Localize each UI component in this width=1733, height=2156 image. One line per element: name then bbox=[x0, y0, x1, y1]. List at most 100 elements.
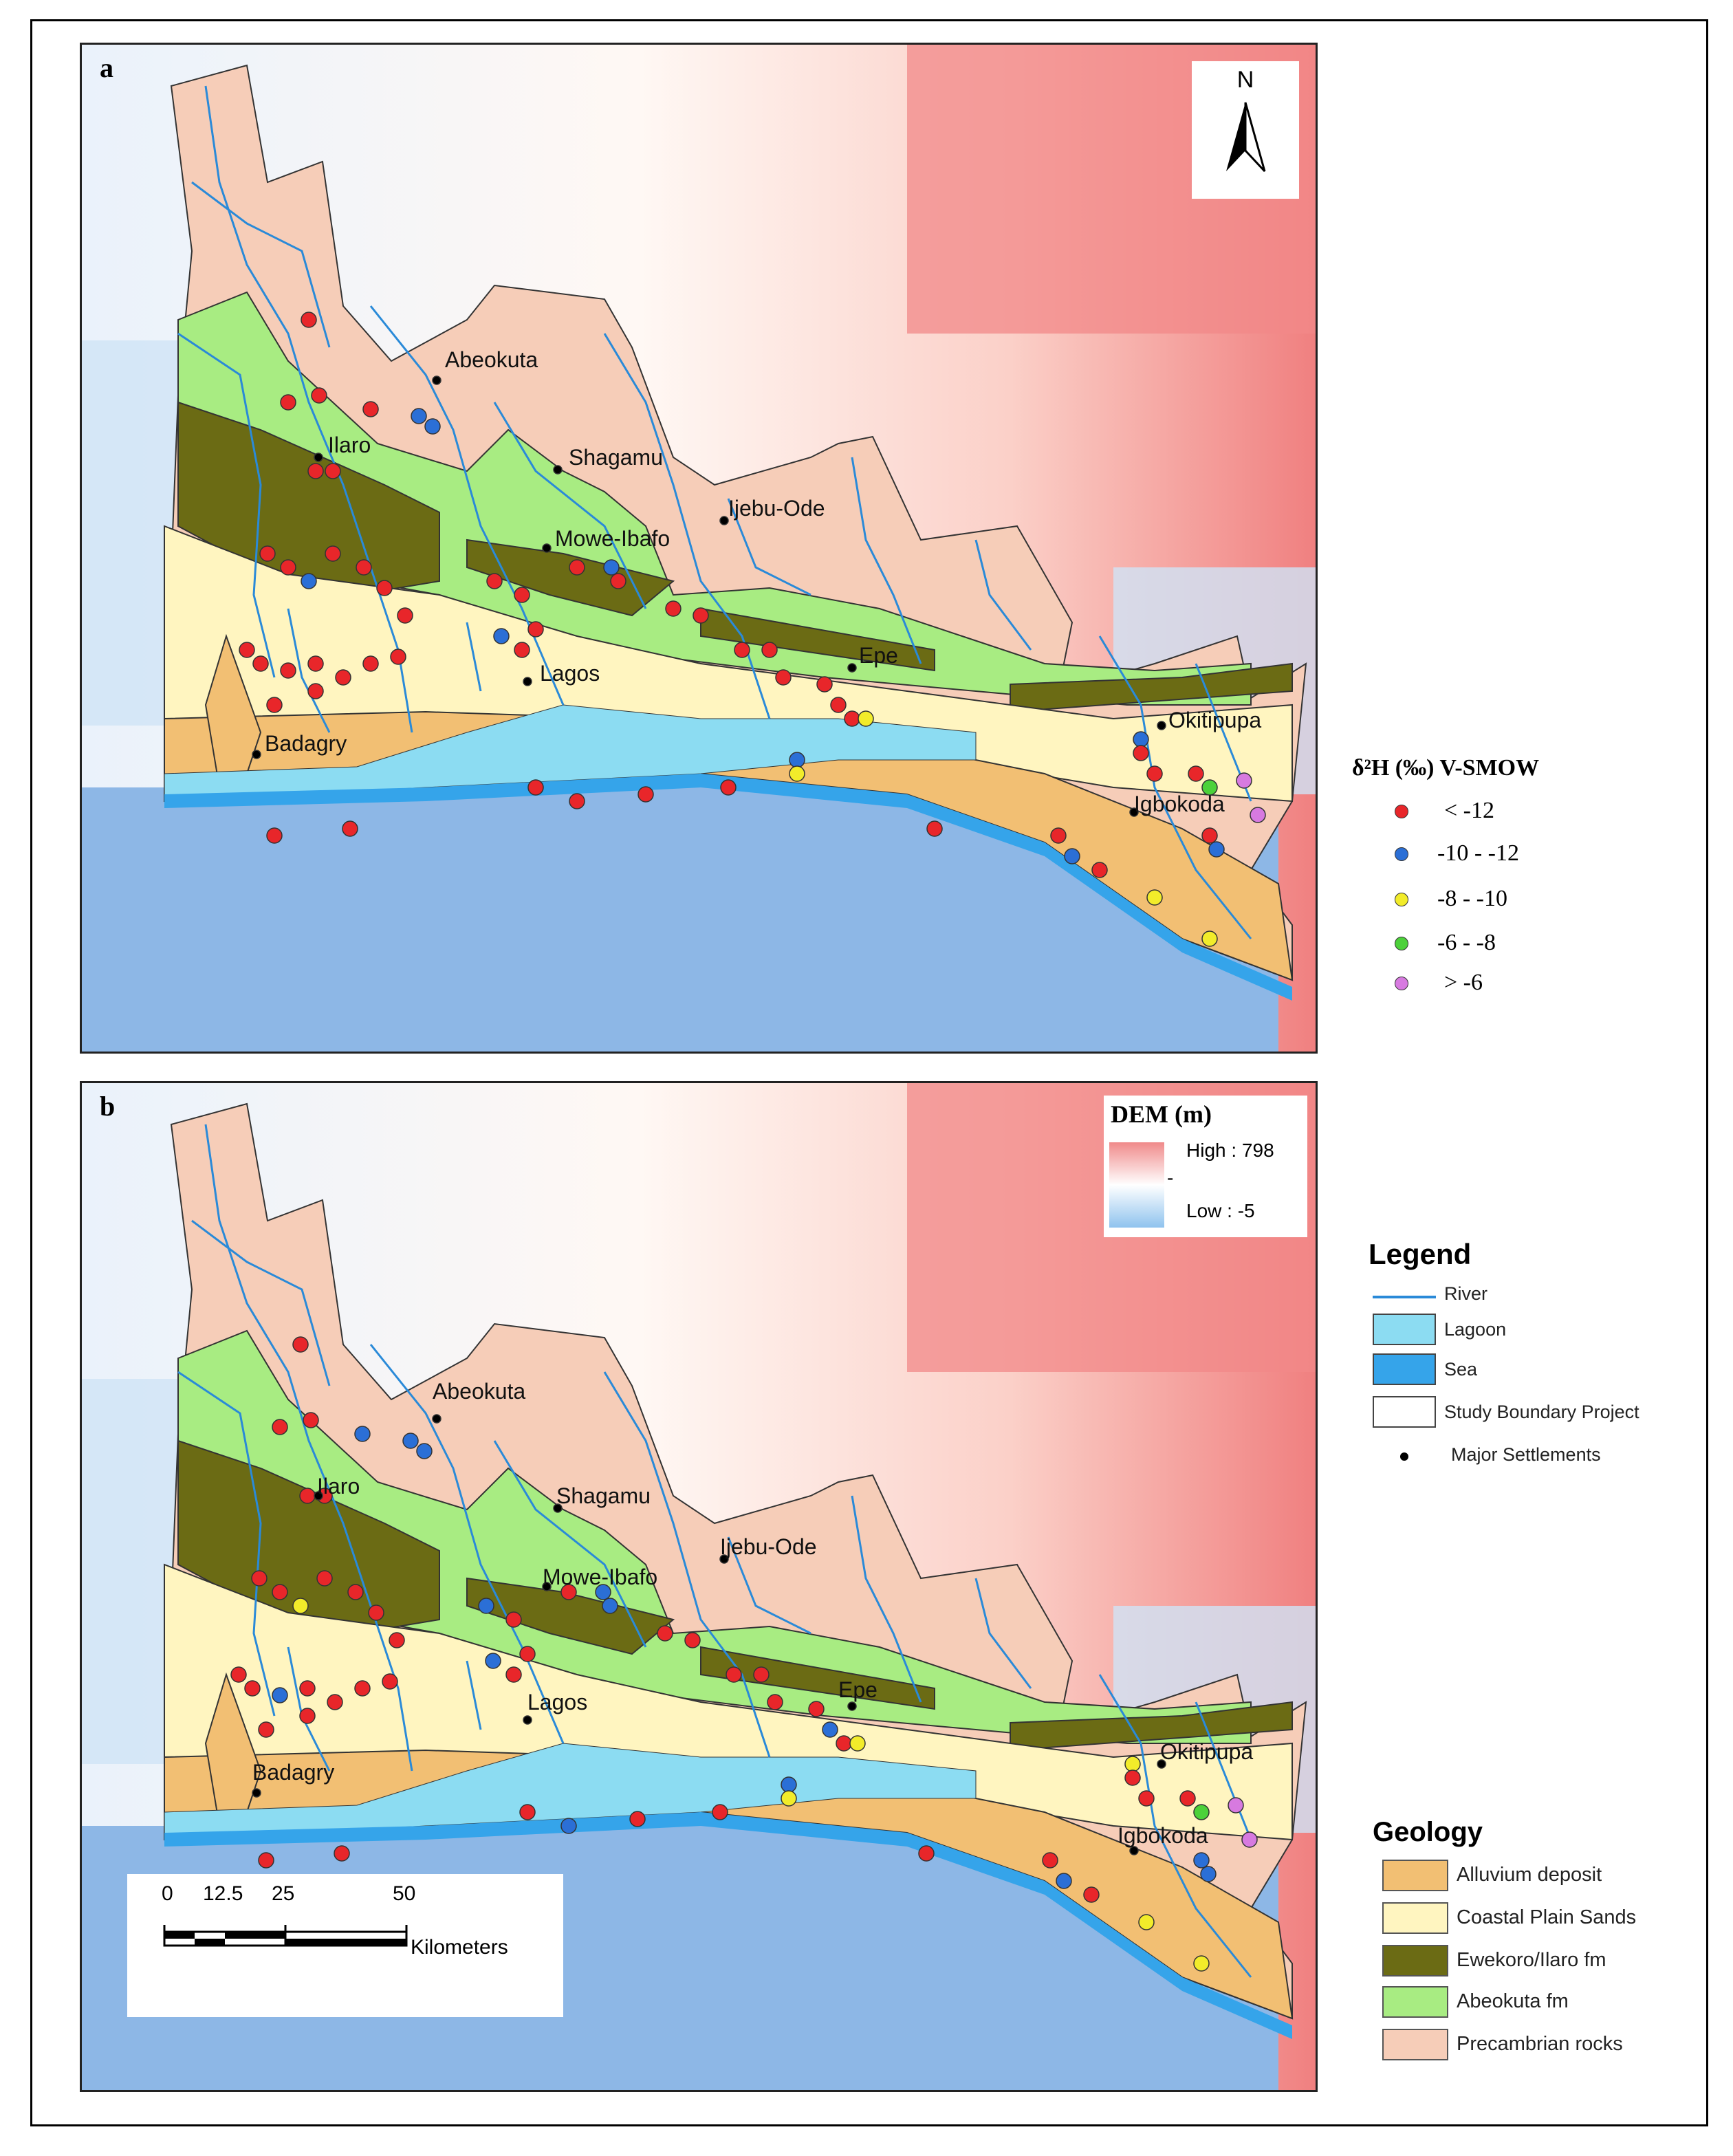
sample-point bbox=[858, 710, 874, 727]
sample-point bbox=[753, 1666, 770, 1683]
settlement-marker bbox=[719, 516, 729, 525]
legend-dot-purple bbox=[1395, 977, 1408, 990]
town-label-abeokuta: Abeokuta bbox=[433, 1379, 526, 1404]
sample-point bbox=[560, 1818, 577, 1834]
sample-point bbox=[849, 1735, 866, 1752]
sample-point bbox=[280, 394, 296, 411]
town-label-okitipupa: Okitipupa bbox=[1160, 1739, 1254, 1764]
settlement-markers-a bbox=[252, 375, 1166, 817]
settlement-marker bbox=[1129, 807, 1139, 817]
isotope-class-2: -10 - -12 bbox=[1437, 840, 1519, 866]
sample-point bbox=[259, 545, 276, 562]
map-panel-a: a N Abeokuta Ilaro Shagamu Ijebu-Ode Mow… bbox=[80, 43, 1318, 1054]
sample-point bbox=[335, 669, 351, 686]
sample-point bbox=[402, 1433, 419, 1449]
river-line-icon bbox=[1373, 1296, 1436, 1298]
town-label-badagry: Badagry bbox=[252, 1760, 335, 1785]
scale-unit-label: Kilometers bbox=[411, 1936, 508, 1959]
sample-point bbox=[505, 1666, 522, 1683]
sample-point bbox=[485, 1653, 501, 1669]
isotope-class-5: > -6 bbox=[1444, 970, 1483, 995]
coastal-sea-strip bbox=[164, 774, 1292, 1001]
sample-point bbox=[397, 607, 413, 624]
scale-tick-label: 50 bbox=[393, 1882, 416, 1905]
sample-point bbox=[637, 786, 654, 803]
sample-point bbox=[411, 408, 427, 424]
sample-point bbox=[781, 1790, 797, 1807]
geology-swatch-ewekoro bbox=[1382, 1945, 1448, 1977]
sample-point bbox=[354, 1680, 371, 1697]
sample-point bbox=[761, 642, 778, 658]
legend-dot-blue bbox=[1395, 847, 1408, 861]
dem-high-label: High : 798 bbox=[1186, 1140, 1274, 1161]
scale-tick-label: 0 bbox=[162, 1882, 173, 1905]
sample-point bbox=[569, 793, 585, 809]
sample-point bbox=[307, 463, 324, 479]
sample-point bbox=[514, 587, 530, 603]
legend-label-sea: Sea bbox=[1444, 1359, 1478, 1380]
river-network bbox=[177, 1124, 1252, 1978]
lagoon-swatch bbox=[1373, 1314, 1436, 1345]
sample-point bbox=[478, 1598, 494, 1614]
sample-point bbox=[368, 1604, 384, 1621]
settlement-marker bbox=[847, 663, 857, 673]
ewekoro-ilaro-zone bbox=[700, 607, 935, 672]
sample-point bbox=[239, 642, 255, 658]
sample-point bbox=[1124, 1756, 1141, 1772]
settlement-dot-icon bbox=[1400, 1452, 1408, 1461]
sample-point bbox=[1228, 1797, 1244, 1814]
sample-point bbox=[416, 1443, 433, 1459]
sample-point bbox=[519, 1646, 536, 1662]
sample-point bbox=[258, 1721, 274, 1738]
sample-point bbox=[569, 559, 585, 576]
sample-point bbox=[665, 600, 682, 617]
settlement-marker bbox=[252, 750, 261, 759]
sample-point bbox=[362, 655, 379, 672]
isotope-class-3: -8 - -10 bbox=[1437, 886, 1507, 911]
sample-point bbox=[830, 697, 847, 713]
sample-point bbox=[1193, 1804, 1210, 1820]
sample-point bbox=[244, 1680, 261, 1697]
sample-point bbox=[767, 1694, 783, 1710]
settlement-marker bbox=[252, 1788, 261, 1798]
geology-swatch-alluvium bbox=[1382, 1860, 1448, 1891]
sample-point bbox=[1091, 862, 1108, 878]
sample-point bbox=[560, 1584, 577, 1600]
town-label-abeokuta: Abeokuta bbox=[445, 347, 538, 372]
settlement-marker bbox=[523, 1715, 532, 1725]
town-label-mowe-ibafo: Mowe-Ibafo bbox=[555, 526, 671, 551]
sample-point bbox=[327, 1694, 343, 1710]
scale-tick-label: 25 bbox=[272, 1882, 295, 1905]
legend-label-settlements: Major Settlements bbox=[1451, 1444, 1601, 1465]
sample-point bbox=[303, 1412, 319, 1428]
sample-point bbox=[734, 642, 750, 658]
geology-swatch-coastal-plain bbox=[1382, 1902, 1448, 1934]
ewekoro-ilaro-zone bbox=[177, 401, 440, 596]
settlement-marker bbox=[314, 1491, 323, 1501]
map-panel-b: b DEM (m) High : 798 - Low : -5 0 12.5 2… bbox=[80, 1081, 1318, 2092]
geology-label-abeokuta: Abeokuta fm bbox=[1457, 1990, 1569, 2012]
panel-label-b: b bbox=[100, 1091, 116, 1122]
sample-point bbox=[299, 1680, 316, 1697]
sample-point bbox=[629, 1811, 646, 1827]
sample-point bbox=[354, 1426, 371, 1442]
sample-point bbox=[258, 1852, 274, 1869]
sample-point bbox=[1138, 1914, 1155, 1930]
sample-point bbox=[720, 779, 737, 796]
town-label-igbokoda: Igbokoda bbox=[1134, 792, 1225, 816]
sample-point bbox=[356, 559, 372, 576]
geology-swatch-abeokuta bbox=[1382, 1986, 1448, 2018]
settlement-marker bbox=[1129, 1846, 1139, 1855]
sample-point bbox=[382, 1673, 398, 1690]
dem-mid-label: - bbox=[1167, 1167, 1174, 1188]
legend-label-river: River bbox=[1444, 1283, 1488, 1304]
town-label-ilaro: Ilaro bbox=[328, 433, 371, 457]
settlement-marker bbox=[1157, 1759, 1166, 1769]
dem-low-label: Low : -5 bbox=[1186, 1200, 1255, 1221]
isotope-legend-title: δ²H (‰) V-SMOW bbox=[1352, 755, 1540, 781]
sample-point bbox=[424, 418, 441, 435]
sample-point bbox=[1201, 827, 1218, 844]
sample-points-a bbox=[239, 312, 1266, 947]
scale-tick-label: 12.5 bbox=[203, 1882, 243, 1905]
sample-point bbox=[1083, 1886, 1100, 1903]
